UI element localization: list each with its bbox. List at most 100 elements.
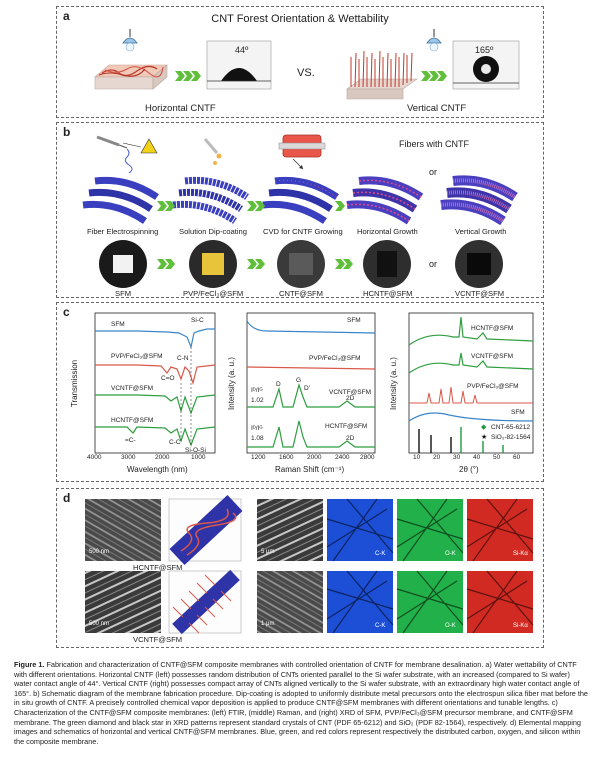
figure-caption: Figure 1. Fabrication and characterizati…: [14, 660, 588, 746]
ftir-peak-label: C-C: [169, 439, 181, 446]
panel-b-label: b: [63, 125, 71, 139]
xrd-curve-label: SFM: [511, 409, 525, 416]
ftir-xtick: 2000: [155, 454, 170, 461]
map-label: C-K: [375, 623, 386, 629]
fiber-bundle: [82, 176, 159, 224]
ftir-peak-label: C=O: [161, 375, 175, 382]
raman-band-label: G: [296, 377, 302, 384]
map-si-vcntf: [467, 571, 533, 633]
raman-ratio-label: Iᴰ/Iᴳ: [251, 425, 263, 432]
sample-photo-pvp: [189, 240, 237, 288]
sample-label: VCNTF@SFM: [455, 289, 505, 298]
raman-band-label: 2D: [346, 395, 355, 402]
or-label-bottom: or: [429, 259, 438, 269]
versus-label: VS.: [297, 67, 315, 79]
electrospinning-icon: [96, 135, 158, 174]
map-label: O-K: [445, 623, 456, 629]
fiber-bundle: [346, 176, 424, 225]
or-label-top: or: [429, 167, 438, 177]
xrd-legend-entry: CNT-65-6212: [491, 424, 531, 431]
panel-d-label: d: [63, 491, 71, 505]
xrd-xtick: 50: [493, 454, 501, 461]
sample-photo-cntf: [277, 240, 325, 288]
sem-overview-vcntf: [257, 571, 323, 633]
arrow-icon: [175, 71, 201, 81]
raman-xtick: 2000: [307, 454, 322, 461]
raman-band-label: 2D: [346, 435, 355, 442]
xrd-reference-sticks: [418, 427, 504, 453]
panel-a-illustration: [94, 29, 520, 100]
horizontal-cntf-caption: Horizontal CNTF: [145, 103, 216, 114]
xrd-xtick: 20: [433, 454, 441, 461]
vcntf-row-caption: VCNTF@SFM: [133, 635, 183, 644]
ftir-peak-label: C-N: [177, 355, 189, 362]
xrd-xtick: 10: [413, 454, 421, 461]
step-label: Solution Dip-coating: [179, 227, 247, 236]
map-si-hcntf: [467, 499, 533, 561]
xrd-curve-label: VCNTF@SFM: [471, 353, 513, 360]
raman-ratio-value: 1.02: [251, 397, 264, 404]
scale-bar-label: 5 μm: [261, 549, 275, 555]
panel-d-images: [85, 494, 534, 635]
panel-d: d: [56, 488, 544, 648]
vertical-cntf-block: [346, 50, 418, 100]
step-label: Horizontal Growth: [357, 227, 418, 236]
raman-curve-vcntf: [247, 382, 375, 408]
xrd-xlabel: 2θ (°): [459, 465, 479, 474]
raman-plot-frame: [246, 312, 376, 454]
fiber-bundle: [262, 176, 339, 224]
xrd-legend-entry: SiO₂-82-1564: [491, 434, 531, 441]
arrow-icon: [157, 201, 353, 269]
map-o-vcntf: [397, 571, 463, 633]
scale-bar-label: 1 μm: [261, 621, 275, 627]
raman-band-label: D: [276, 381, 281, 388]
dropper-icon: [203, 138, 222, 165]
panel-c-label: c: [63, 305, 70, 319]
raman-xlabel: Raman Shift (cm⁻¹): [275, 465, 345, 474]
xrd-legend-star-icon: ★: [481, 434, 488, 441]
raman-ratio-label: Iᴰ/Iᴳ: [251, 387, 263, 394]
cvd-furnace-icon: [278, 134, 326, 170]
raman-curve-hcntf: [247, 420, 375, 448]
sem-image-hcntf: [85, 499, 161, 561]
sample-photo-sfm: [99, 240, 147, 288]
raman-xtick: 2400: [335, 454, 350, 461]
map-label: C-K: [375, 551, 386, 557]
figure-caption-lead: Figure 1.: [14, 660, 45, 669]
sample-label: HCNTF@SFM: [363, 289, 413, 298]
xrd-chart: [408, 312, 534, 454]
ftir-curve-label: PVP/FeCl₃@SFM: [111, 353, 163, 360]
ftir-peak-label: Si-C: [191, 317, 204, 324]
xrd-curve-label: PVP/FeCl₃@SFM: [467, 383, 519, 390]
xrd-curve-sfm: [408, 412, 534, 422]
raman-curve-label: HCNTF@SFM: [325, 423, 368, 430]
sem-overview-hcntf: [257, 499, 323, 561]
xrd-curve-hcntf: [408, 316, 534, 346]
raman-chart: [246, 312, 376, 454]
map-c-hcntf: [327, 499, 393, 561]
fiber-bundle: [440, 175, 518, 226]
scale-bar-label: 500 nm: [89, 621, 110, 627]
step-label: CVD for CNTF Growing: [263, 227, 343, 236]
map-label: Si-Kα: [513, 623, 528, 629]
raman-xtick: 2800: [360, 454, 375, 461]
ftir-xlabel: Wavelength (nm): [127, 465, 188, 474]
sample-label: PVP/FeCl₃@SFM: [183, 289, 244, 298]
fabrication-schematic: [82, 134, 518, 288]
ftir-peak-label: =C-: [125, 437, 136, 444]
sample-label: CNTF@SFM: [279, 289, 323, 298]
raman-curve-sfm: [246, 320, 376, 334]
ftir-curve-sfm: [95, 328, 215, 350]
ftir-plot-frame: [94, 312, 216, 454]
contact-angle-left: 44º: [235, 45, 249, 55]
ftir-curve-label: VCNTF@SFM: [111, 385, 153, 392]
xrd-curve-label: HCNTF@SFM: [471, 325, 514, 332]
figure-caption-text: Fabrication and characterization of CNTF…: [14, 660, 588, 746]
xrd-plot-frame: [408, 312, 534, 454]
ftir-curve-hcntf: [95, 426, 216, 447]
ftir-peak-label: Si-O-Si: [185, 447, 206, 454]
sample-photo-vcntf: [455, 240, 503, 288]
map-label: Si-Kα: [513, 551, 528, 557]
raman-xtick: 1200: [251, 454, 266, 461]
droplet-photo-left: [206, 40, 272, 90]
